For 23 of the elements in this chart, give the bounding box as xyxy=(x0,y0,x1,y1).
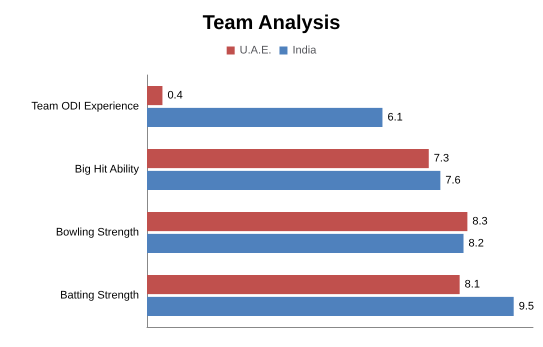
bar xyxy=(147,212,468,232)
data-label: 8.2 xyxy=(468,237,484,250)
data-label: 6.1 xyxy=(387,111,403,124)
legend-label: U.A.E. xyxy=(240,44,272,56)
data-label: 7.6 xyxy=(445,174,461,186)
data-label: 8.1 xyxy=(464,278,480,291)
data-label: 0.4 xyxy=(167,90,183,102)
bar xyxy=(147,275,460,294)
y-tick-label: Big Hit Ability xyxy=(74,164,140,176)
bar xyxy=(147,86,162,106)
bar xyxy=(147,149,429,168)
legend-label: India xyxy=(292,44,318,56)
data-label: 8.3 xyxy=(472,216,488,228)
y-tick-label: Team ODI Experience xyxy=(31,100,139,112)
y-tick-label: Bowling Strength xyxy=(56,226,139,238)
bar xyxy=(147,170,440,190)
chart-title: Team Analysis xyxy=(202,12,340,34)
y-tick-label: Batting Strength xyxy=(60,290,139,302)
bar xyxy=(147,296,514,316)
data-label: 9.5 xyxy=(518,300,534,312)
data-label: 7.3 xyxy=(434,152,450,165)
bar xyxy=(147,234,464,253)
bar xyxy=(147,108,382,127)
